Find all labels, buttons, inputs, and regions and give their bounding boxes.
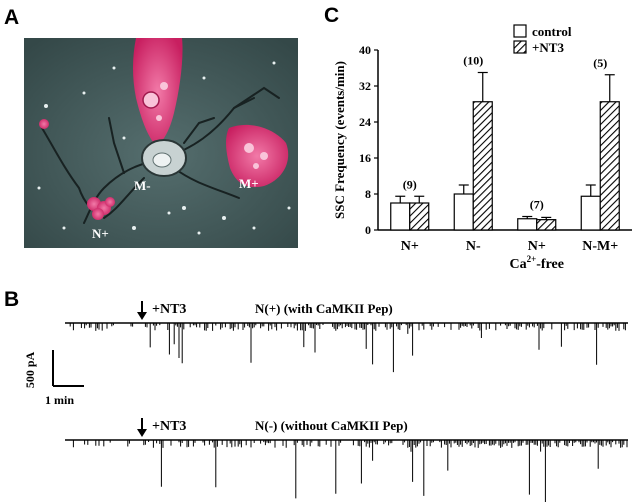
panel-label-b: B — [4, 288, 20, 311]
pink-cell-cluster — [39, 119, 115, 220]
trace-1: +NT3 N(+) (with CaMKII Pep) — [65, 301, 628, 373]
micrograph-image: M- M+ N+ — [24, 38, 298, 248]
category-label: N-M+ — [582, 239, 618, 254]
y-tick-label: 32 — [359, 79, 371, 93]
label-m-plus: M+ — [239, 176, 259, 191]
legend-swatch — [513, 24, 527, 38]
y-tick-label: 24 — [359, 115, 371, 129]
pink-cell-right — [226, 124, 289, 188]
y-axis-label: SSC Frequency (events/min) — [332, 61, 347, 219]
trace-label: N(-) (without CaMKII Pep) — [255, 418, 408, 433]
bar-nt3 — [536, 219, 557, 231]
y-tick-label: 0 — [365, 223, 371, 237]
label-m-minus: M- — [134, 178, 151, 193]
category-label: N+ — [528, 239, 546, 254]
bar-control — [580, 195, 601, 231]
current-traces: +NT3 N(+) (with CaMKII Pep) +NT3 N(-) (with… — [23, 301, 628, 502]
panel-label-a: A — [4, 6, 20, 29]
pink-cell-top — [133, 38, 183, 146]
bar-nt3 — [472, 101, 493, 231]
bar-nt3 — [599, 101, 620, 231]
trace-label: N(+) (with CaMKII Pep) — [255, 301, 393, 316]
category-labels: N+ N- N+ N-M+ Ca2+-free — [401, 239, 619, 272]
panel-label-c: C — [324, 4, 340, 27]
nt3-marker-label: +NT3 — [152, 302, 186, 317]
bars-group — [390, 71, 620, 231]
legend: control+NT3 — [513, 24, 572, 55]
debris-particles — [37, 61, 291, 235]
y-tick-label: 8 — [365, 187, 371, 201]
legend-label: control — [532, 24, 572, 39]
trace-2: +NT3 N(-) (without CaMKII Pep) — [65, 418, 628, 502]
bar-chart: SSC Frequency (events/min) 0 8 16 24 32 40 N+… — [332, 24, 632, 272]
label-n-plus: N+ — [92, 226, 109, 241]
y-tick-label: 40 — [359, 43, 371, 57]
bar-nt3 — [409, 202, 430, 231]
sample-size-annotations: (9) (10) (7) (5) — [403, 54, 608, 212]
category-sublabel: Ca2+-free — [510, 254, 564, 272]
category-label: N- — [466, 239, 481, 254]
nt3-arrowhead — [137, 312, 147, 320]
bar-control — [517, 218, 538, 231]
scale-bar-amplitude: 500 pA — [23, 351, 37, 388]
legend-label: +NT3 — [532, 40, 564, 55]
legend-swatch — [513, 40, 527, 54]
sample-size-label: (10) — [463, 54, 483, 68]
scale-bar — [52, 350, 84, 387]
trace-events — [72, 440, 628, 502]
sample-size-label: (7) — [530, 198, 544, 212]
bar-control — [453, 193, 474, 231]
y-tick-label: 16 — [359, 151, 371, 165]
scale-bar-time: 1 min — [45, 393, 74, 407]
bar-control — [390, 202, 411, 231]
nt3-marker-label: +NT3 — [152, 419, 186, 434]
trace-events — [69, 323, 626, 373]
category-label: N+ — [401, 239, 419, 254]
sample-size-label: (5) — [593, 56, 607, 70]
nt3-arrowhead — [137, 429, 147, 437]
sample-size-label: (9) — [403, 177, 417, 191]
